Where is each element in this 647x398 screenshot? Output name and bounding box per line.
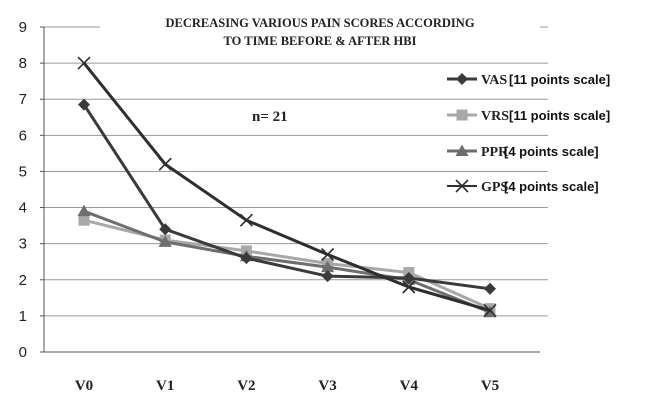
axes [40,26,540,353]
legend: VAS [11 points scale]VRS [11 points scale]… [447,72,610,195]
data-point-gps [77,56,91,70]
series-line-ppr [83,209,491,314]
x-tick-label: V1 [156,378,174,394]
x-tick-label: V2 [237,378,255,394]
y-tick-label: 2 [19,272,27,289]
sample-size-annotation: n= 21 [252,109,288,125]
y-tick-label: 7 [19,91,27,108]
data-point-vas [159,223,172,236]
y-axis-ticks: 0 1 2 3 4 5 6 7 8 9 [19,19,27,361]
legend-marker-x-icon [455,179,469,193]
data-point-vas [402,271,415,284]
series-vrs [78,214,496,315]
legend-label: VAS [481,73,507,88]
legend-scale-note: [11 points scale] [509,108,610,123]
legend-item-vas: VAS [11 points scale] [447,72,610,88]
series-line-vas [82,103,491,291]
y-tick-label: 8 [19,55,27,72]
data-point-ppr [77,204,91,217]
data-point-gps [158,157,172,171]
legend-label: GPS [481,180,508,195]
series [77,56,497,318]
y-tick-label: 1 [19,308,27,325]
y-tick-label: 0 [19,344,27,361]
series-ppr [77,204,497,318]
y-tick-label: 6 [19,127,27,144]
legend-label: PPR [481,145,509,160]
legend-scale-note: [4 points scale] [504,179,599,194]
series-gps [77,56,497,318]
data-point-vrs [78,214,90,226]
legend-scale-note: [11 points scale] [509,72,610,87]
legend-item-vrs: VRS [11 points scale] [447,108,610,124]
chart-title-line2: TO TIME BEFORE & AFTER HBI [224,34,417,48]
data-point-vas [321,270,334,283]
y-tick-label: 5 [19,163,27,180]
series-line-gps [82,62,491,312]
chart-title-line1: DECREASING VARIOUS PAIN SCORES ACCORDING [165,16,474,30]
data-point-gps [239,213,253,227]
legend-label: VRS [481,109,509,124]
legend-scale-note: [4 points scale] [504,144,599,159]
gridlines [44,26,548,317]
data-point-vas [78,98,90,111]
y-tick-label: 3 [19,236,27,253]
data-point-gps [402,280,416,294]
legend-marker-triangle-icon [455,144,469,156]
x-tick-label: V0 [75,378,93,394]
data-point-vas [240,252,253,265]
y-tick-label: 9 [19,19,27,36]
y-tick-label: 4 [19,200,27,217]
legend-marker-square-icon [456,109,468,121]
x-axis-ticks: V0 V1 V2 V3 V4 V5 [75,378,499,394]
x-tick-label: V5 [481,378,499,394]
x-tick-label: V3 [318,378,336,394]
data-point-gps [483,303,497,318]
data-point-gps [321,247,335,262]
data-point-vas [484,282,496,295]
legend-marker-diamond-icon [456,73,468,85]
legend-item-ppr: PPR[4 points scale] [447,144,599,160]
series-vas [78,98,496,295]
legend-item-gps: GPS[4 points scale] [447,179,599,195]
x-tick-label: V4 [400,378,419,394]
data-point-ppr [158,235,172,247]
data-point-ppr [321,260,335,273]
